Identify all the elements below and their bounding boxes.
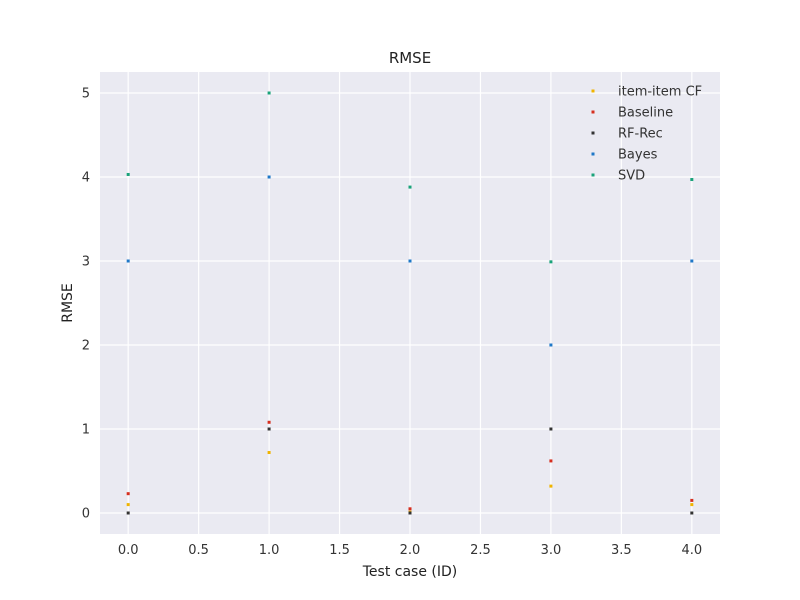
- y-tick-label: 1: [82, 423, 90, 438]
- x-tick-label: 0.5: [188, 543, 209, 558]
- legend-label: SVD: [618, 169, 645, 184]
- data-point: [126, 492, 130, 496]
- data-point: [408, 507, 412, 511]
- data-point: [690, 511, 694, 515]
- data-point: [267, 451, 271, 455]
- data-point: [267, 420, 271, 424]
- y-tick-label: 3: [82, 255, 90, 270]
- x-tick-label: 0.0: [118, 543, 139, 558]
- x-tick-label: 1.5: [329, 543, 350, 558]
- data-point: [267, 427, 271, 431]
- chart-title: RMSE: [389, 49, 431, 67]
- y-tick-label: 4: [82, 171, 90, 186]
- y-axis-label: RMSE: [60, 283, 76, 323]
- legend-label: item-item CF: [618, 85, 702, 100]
- data-points: [126, 91, 694, 515]
- y-tick-label: 5: [82, 87, 90, 102]
- legend-marker: [591, 110, 595, 114]
- x-tick-label: 3.0: [541, 543, 562, 558]
- data-point: [267, 91, 271, 95]
- legend-label: RF-Rec: [618, 127, 663, 142]
- data-point: [267, 175, 271, 179]
- legend-label: Bayes: [618, 148, 658, 163]
- data-point: [408, 185, 412, 189]
- data-point: [690, 178, 694, 182]
- legend-marker: [591, 152, 595, 156]
- x-axis-label: Test case (ID): [362, 564, 458, 580]
- data-point: [126, 172, 130, 176]
- y-tick-label: 2: [82, 339, 90, 354]
- x-tick-label: 1.0: [259, 543, 280, 558]
- x-tick-label: 2.5: [470, 543, 491, 558]
- data-point: [549, 343, 553, 347]
- data-point: [126, 259, 130, 263]
- data-point: [549, 427, 553, 431]
- data-point: [408, 511, 412, 515]
- data-point: [549, 484, 553, 488]
- tick-labels: 0.0 0.5 1.0 1.5 2.0 2.5 3.0 3.5 4.0 0 1 2 3 4 5: [82, 87, 702, 559]
- x-tick-label: 3.5: [611, 543, 632, 558]
- data-point: [690, 503, 694, 507]
- x-tick-label: 2.0: [400, 543, 421, 558]
- data-point: [549, 260, 553, 264]
- data-point: [690, 498, 694, 502]
- data-point: [408, 259, 412, 263]
- data-point: [549, 459, 553, 463]
- legend-marker: [591, 173, 595, 177]
- legend: item-item CF Baseline RF-Rec Bayes SVD: [591, 85, 702, 184]
- x-tick-label: 4.0: [681, 543, 702, 558]
- y-tick-label: 0: [82, 507, 90, 522]
- legend-label: Baseline: [618, 106, 673, 121]
- data-point: [126, 503, 130, 507]
- data-point: [690, 259, 694, 263]
- data-point: [126, 511, 130, 515]
- legend-marker: [591, 131, 595, 135]
- legend-marker: [591, 89, 595, 93]
